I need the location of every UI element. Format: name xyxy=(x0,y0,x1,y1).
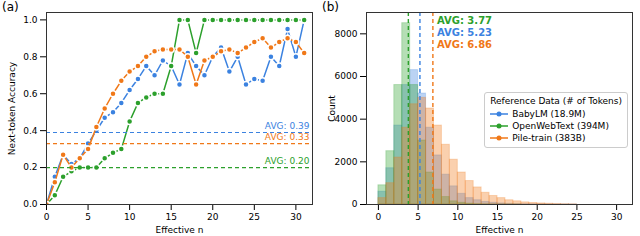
html-text:BabyLM (18.9M): BabyLM (18.9M) xyxy=(512,109,586,119)
html-text:Pile-train (383B): Pile-train (383B) xyxy=(512,133,586,143)
html-text:OpenWebText (394M): OpenWebText (394M) xyxy=(512,121,609,131)
svg-text:AVG: 0.33: AVG: 0.33 xyxy=(265,132,310,142)
svg-text:15: 15 xyxy=(492,212,503,222)
html-text:Reference Data (# of Tokens): Reference Data (# of Tokens) xyxy=(490,96,622,106)
svg-text:AVG: 5.23: AVG: 5.23 xyxy=(437,27,492,38)
html-text:(b): (b) xyxy=(322,0,339,14)
html-text:(a): (a) xyxy=(2,0,19,14)
svg-text:AVG: 0.39: AVG: 0.39 xyxy=(265,121,310,131)
svg-text:10: 10 xyxy=(124,212,136,222)
svg-text:Effective n: Effective n xyxy=(476,225,524,235)
svg-text:8000: 8000 xyxy=(335,29,358,39)
svg-text:Count: Count xyxy=(327,95,337,122)
svg-text:5: 5 xyxy=(415,212,421,222)
svg-text:25: 25 xyxy=(571,212,582,222)
svg-text:0.6: 0.6 xyxy=(23,89,38,99)
svg-text:1.0: 1.0 xyxy=(23,15,38,25)
svg-text:30: 30 xyxy=(290,212,302,222)
svg-text:0: 0 xyxy=(44,212,50,222)
svg-text:20: 20 xyxy=(531,212,543,222)
svg-text:5: 5 xyxy=(85,212,91,222)
svg-text:0.2: 0.2 xyxy=(23,162,37,172)
svg-text:0.4: 0.4 xyxy=(23,126,38,136)
svg-text:30: 30 xyxy=(611,212,623,222)
svg-text:20: 20 xyxy=(207,212,219,222)
svg-text:0.8: 0.8 xyxy=(23,52,38,62)
svg-text:4000: 4000 xyxy=(335,114,358,124)
svg-text:AVG: 6.86: AVG: 6.86 xyxy=(437,39,492,50)
svg-text:0: 0 xyxy=(376,212,382,222)
svg-text:0.0: 0.0 xyxy=(23,199,38,209)
svg-text:2000: 2000 xyxy=(335,157,358,167)
svg-text:0: 0 xyxy=(352,199,358,209)
svg-text:10: 10 xyxy=(452,212,464,222)
svg-text:Next-token Accuracy: Next-token Accuracy xyxy=(7,61,17,155)
svg-text:AVG: 0.20: AVG: 0.20 xyxy=(265,156,310,166)
svg-text:AVG: 3.77: AVG: 3.77 xyxy=(437,15,492,26)
svg-text:25: 25 xyxy=(249,212,260,222)
svg-text:6000: 6000 xyxy=(335,71,358,81)
svg-text:15: 15 xyxy=(165,212,176,222)
svg-text:Effective n: Effective n xyxy=(156,225,204,235)
